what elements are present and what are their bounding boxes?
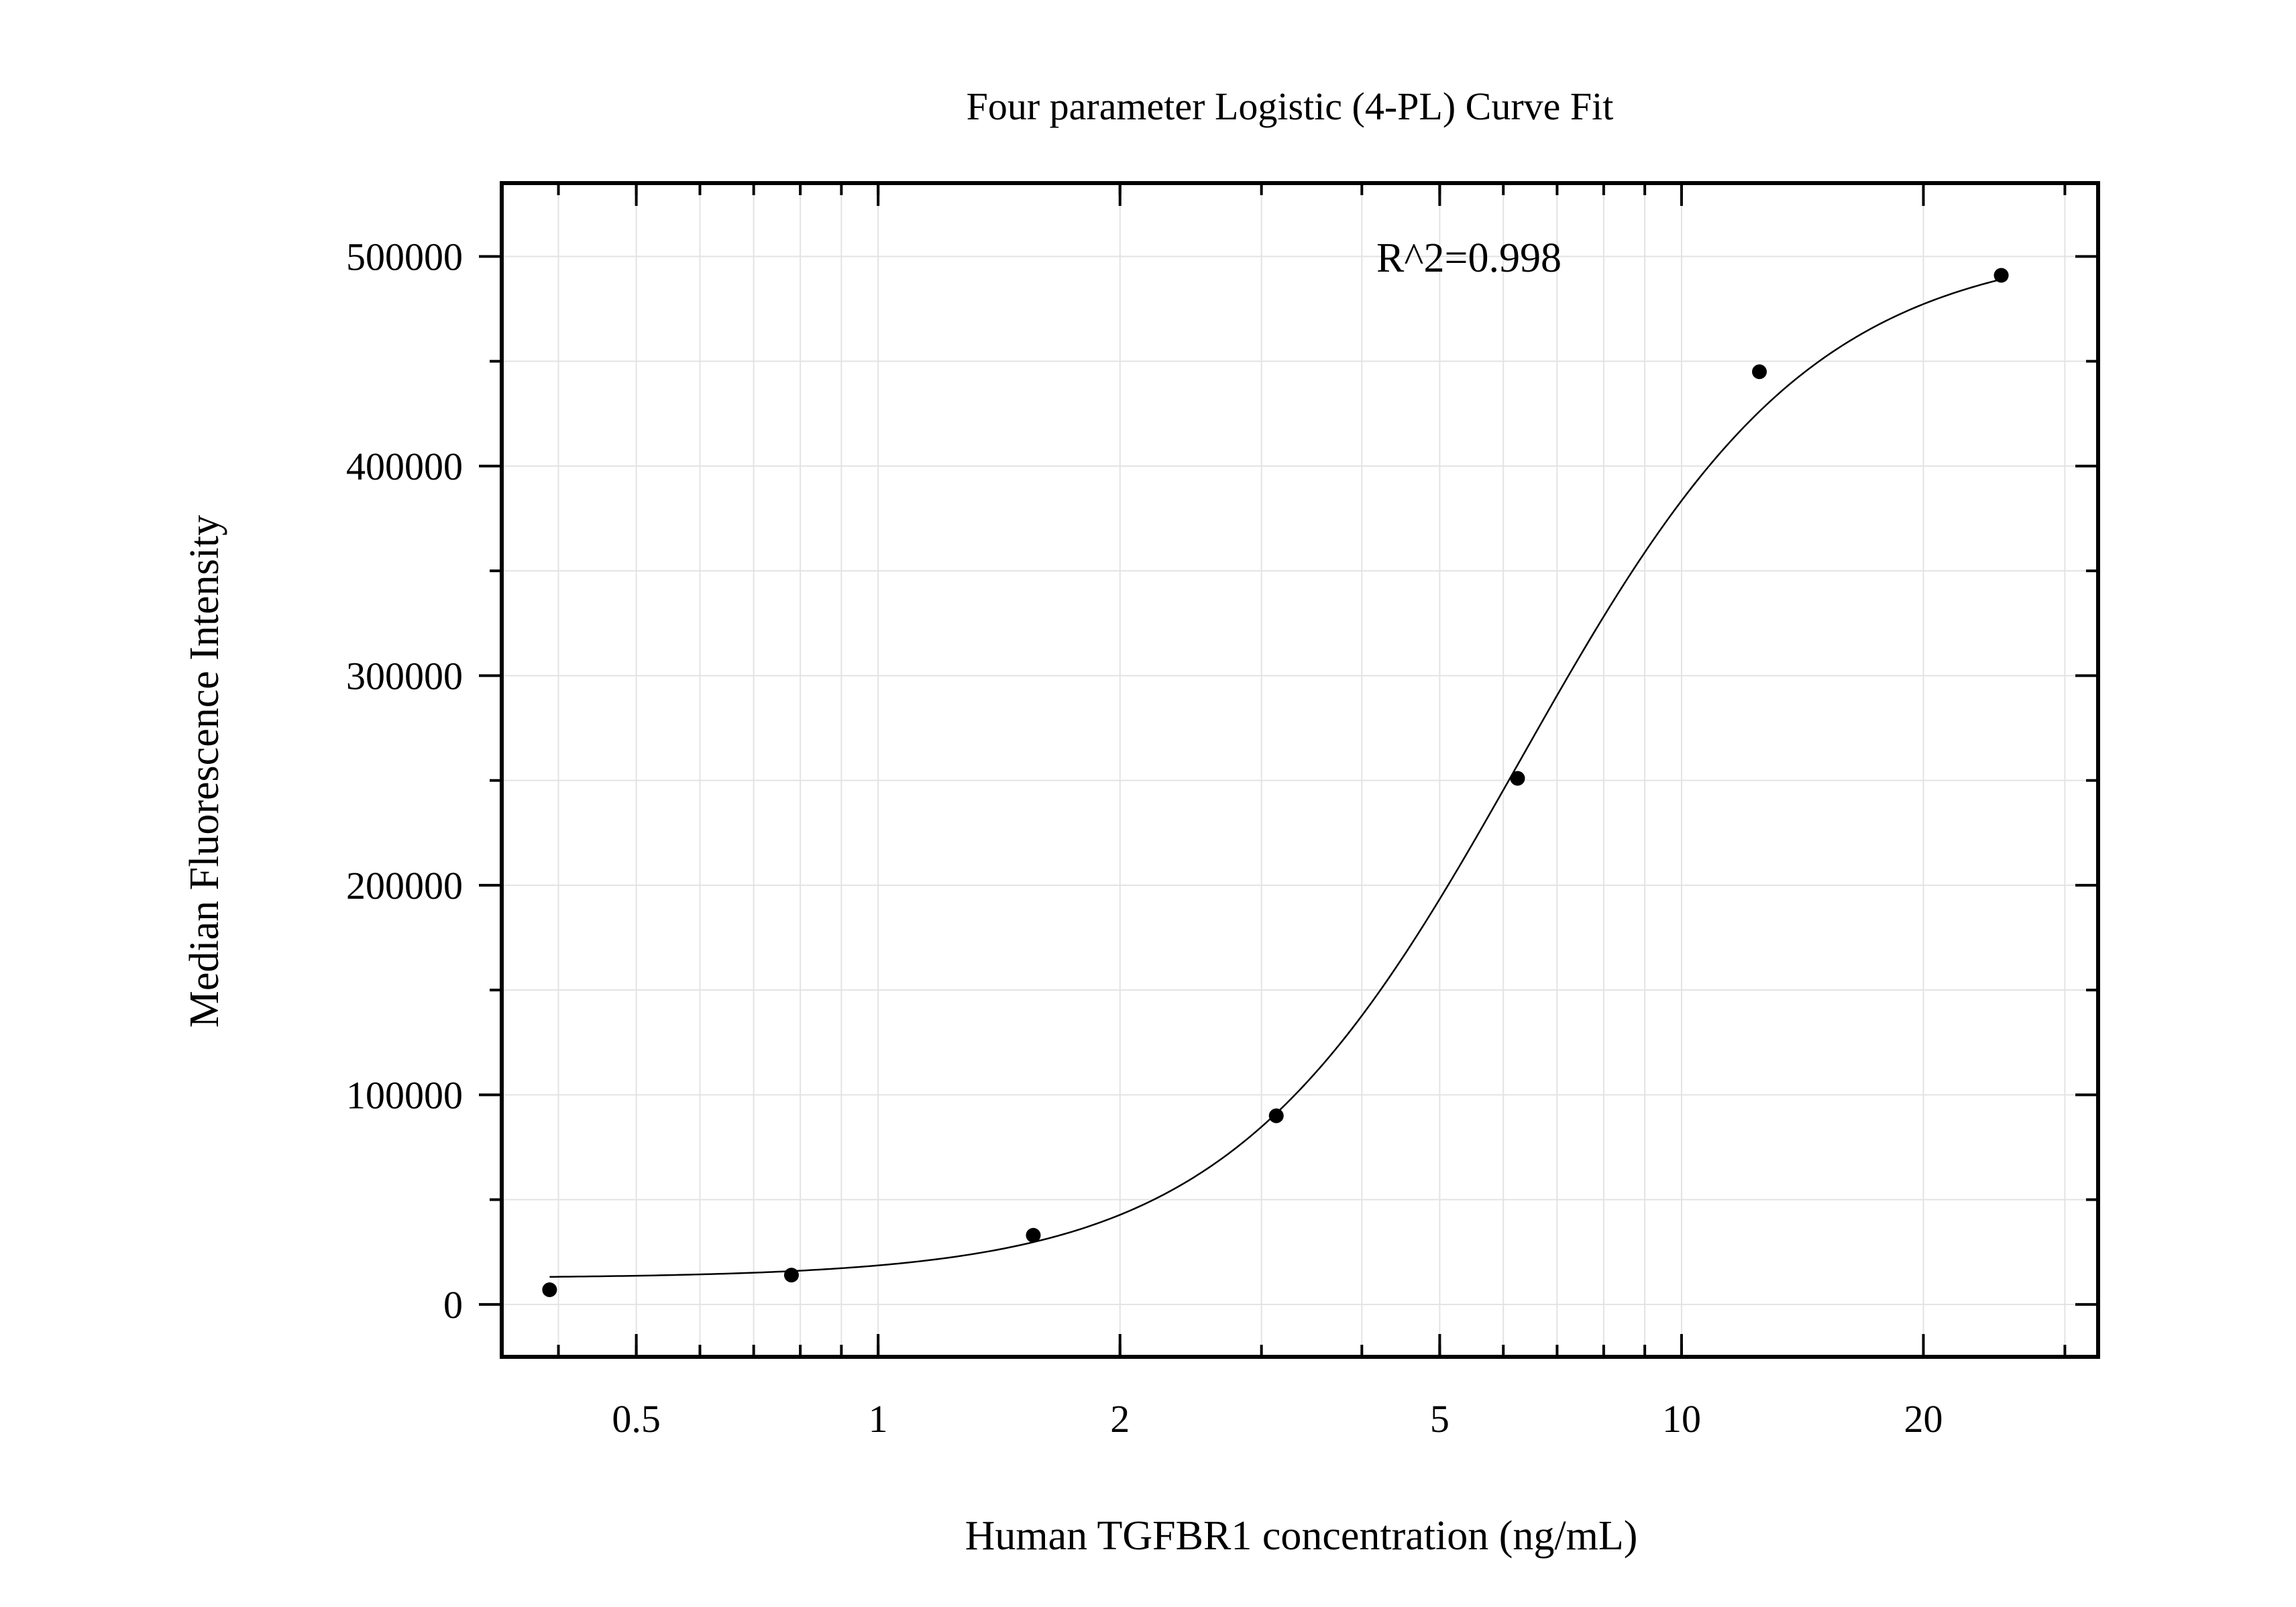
axis-layer: 0.5 1 2 5 10 20 0 100000 200000 300000 400000 50000… bbox=[346, 181, 2100, 1441]
data-point bbox=[1268, 1108, 1284, 1123]
data-point bbox=[783, 1268, 799, 1283]
y-axis-label: Median Fluorescence Intensity bbox=[182, 515, 227, 1028]
y-tick-label: 0 bbox=[443, 1283, 463, 1327]
data-point bbox=[1026, 1227, 1041, 1243]
data-point bbox=[1752, 364, 1767, 380]
x-tick-label: 5 bbox=[1430, 1397, 1450, 1441]
x-tick-label: 10 bbox=[1662, 1397, 1701, 1441]
x-axis-label: Human TGFBR1 concentration (ng/mL) bbox=[965, 1513, 1638, 1559]
r-squared-annotation: R^2=0.998 bbox=[1376, 235, 1562, 281]
plot-frame bbox=[500, 181, 2100, 1359]
chart-title: Four parameter Logistic (4-PL) Curve Fit bbox=[967, 85, 1614, 128]
y-tick-label: 500000 bbox=[346, 235, 463, 278]
x-tick-label: 2 bbox=[1110, 1397, 1130, 1441]
x-tick-label: 0.5 bbox=[612, 1397, 661, 1441]
points-layer bbox=[542, 268, 2009, 1297]
x-tick-label: 1 bbox=[869, 1397, 888, 1441]
data-point bbox=[542, 1282, 557, 1297]
y-tick-label: 400000 bbox=[346, 445, 463, 488]
data-point bbox=[1993, 268, 2009, 283]
data-point bbox=[1510, 771, 1525, 786]
y-tick-label: 100000 bbox=[346, 1073, 463, 1117]
grid-layer bbox=[502, 183, 2098, 1357]
x-tick-label: 20 bbox=[1904, 1397, 1943, 1441]
y-tick-label: 300000 bbox=[346, 654, 463, 698]
y-tick-label: 200000 bbox=[346, 864, 463, 907]
